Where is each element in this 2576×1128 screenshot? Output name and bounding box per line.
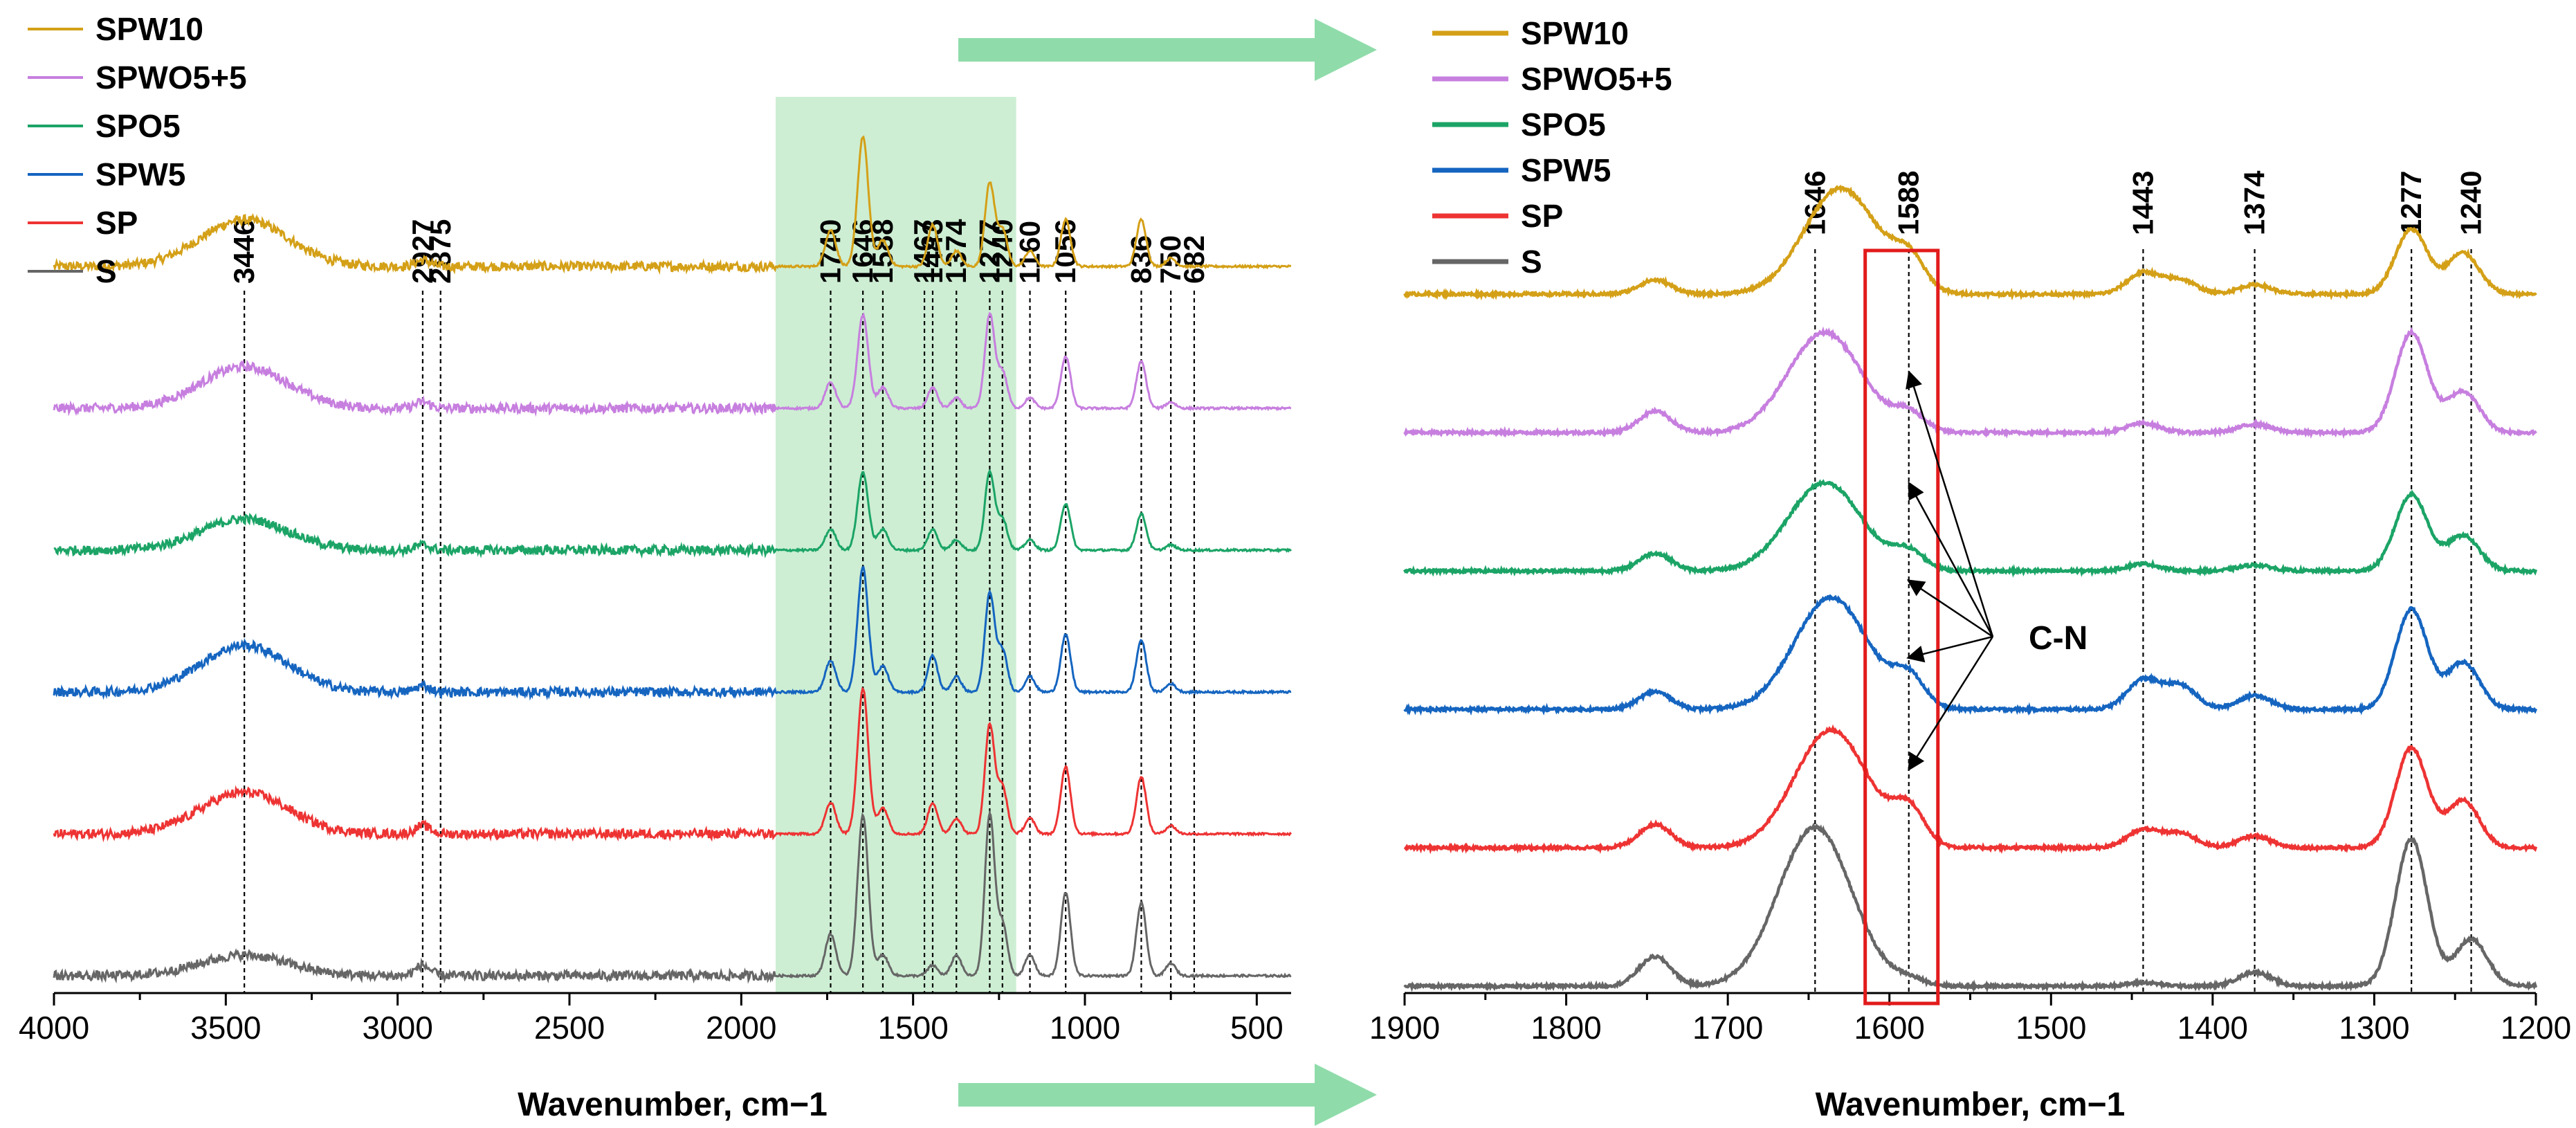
c-n-arrow-5 (1908, 636, 1994, 772)
spectrum-sp (1403, 724, 2538, 855)
c-n-arrow-4 (1906, 635, 1993, 663)
peak-label-1240: 1240 (986, 219, 1018, 284)
tick-label-1800: 1800 (1531, 1010, 1601, 1046)
tick-label-1600: 1600 (1854, 1010, 1925, 1046)
spectrum-spw10 (53, 135, 1291, 275)
tick-label-500: 500 (1230, 1010, 1284, 1046)
legend-label-spo5: SPO5 (95, 108, 181, 144)
tick-label-1700: 1700 (1692, 1010, 1763, 1046)
peak-label-3446: 3446 (228, 219, 260, 284)
spectrum-spwo5+5 (53, 311, 1292, 417)
tick-label-4000: 4000 (19, 1010, 89, 1046)
tick-label-3500: 3500 (190, 1010, 261, 1046)
legend-label-spw10: SPW10 (95, 11, 203, 47)
right-panel: 1646 1588 1443 1374 1277 1240 1900 1800 1700 1600… (1369, 15, 2571, 1123)
peak-label-1056: 1056 (1049, 219, 1081, 284)
c-n-arrow-2 (1908, 481, 1994, 637)
tick-label-2500: 2500 (534, 1010, 605, 1046)
legend-label-spo5: SPO5 (1521, 107, 1606, 143)
tick-label-1300: 1300 (2339, 1010, 2409, 1046)
tick-label-1000: 1000 (1050, 1010, 1120, 1046)
tick-label-1500: 1500 (2016, 1010, 2086, 1046)
peak-label-1443: 1443 (2126, 171, 2159, 235)
peak-label-1740: 1740 (814, 219, 846, 284)
zoom-arrows (958, 19, 1377, 1126)
peak-label-836: 836 (1124, 235, 1157, 284)
spectrum-spw5 (1403, 594, 2538, 716)
x-axis-title: Wavenumber, cm−1 (518, 1086, 828, 1123)
legend-label-spw5: SPW5 (1521, 152, 1611, 188)
c-n-arrow-1 (1906, 370, 1994, 637)
spectrum-spo5 (1403, 479, 2538, 578)
tick-label-3000: 3000 (362, 1010, 432, 1046)
zoom-arrow-top-shaft (958, 38, 1315, 62)
peak-label-2927: 2927 (406, 219, 439, 284)
peak-label-1277: 1277 (2395, 171, 2427, 235)
spectrum-s (1403, 822, 2538, 993)
tick-label-2000: 2000 (706, 1010, 776, 1046)
peak-label-1443: 1443 (916, 219, 949, 284)
peak-label-1374: 1374 (2238, 170, 2271, 235)
spectrum-spw5 (53, 565, 1292, 701)
zoom-arrow-bottom-head (1315, 1064, 1377, 1126)
spectrum-spwo5+5 (1403, 326, 2537, 439)
spectrum-s (53, 810, 1292, 984)
legend-label-spwo5+5: SPWO5+5 (1521, 61, 1672, 97)
peak-label-750: 750 (1154, 235, 1187, 284)
zoom-arrow-top-head (1315, 19, 1377, 81)
spectrum-spw10 (1403, 184, 2537, 301)
peak-label-1646: 1646 (1798, 171, 1831, 235)
legend-label-sp: SP (1521, 198, 1563, 234)
tick-label-1200: 1200 (2501, 1010, 2571, 1046)
spectrum-spo5 (53, 469, 1292, 559)
peak-label-1588: 1588 (1892, 171, 1925, 235)
legend-label-s: S (95, 253, 117, 289)
spectrum-sp (53, 686, 1292, 843)
legend-label-sp: SP (95, 205, 138, 241)
zoom-highlight-band (776, 97, 1016, 993)
peak-label-1240: 1240 (2455, 171, 2487, 235)
c-n-arrow-3 (1906, 579, 1993, 638)
legend-label-spwo5+5: SPWO5+5 (95, 60, 247, 95)
c-n-highlight-box (1863, 248, 1940, 1006)
peak-label-682: 682 (1178, 235, 1210, 284)
zoom-arrow-bottom-shaft (958, 1083, 1315, 1107)
tick-label-1400: 1400 (2177, 1010, 2248, 1046)
legend-label-spw5: SPW5 (95, 156, 185, 192)
peak-label-1277: 1277 (973, 219, 1005, 284)
legend-label-s: S (1521, 244, 1542, 280)
c-n-annotation: C-N (2029, 620, 2088, 657)
tick-label-1900: 1900 (1369, 1010, 1440, 1046)
legend-label-spw10: SPW10 (1521, 15, 1629, 51)
peak-label-2875: 2875 (424, 219, 457, 284)
tick-label-1500: 1500 (877, 1010, 948, 1046)
x-axis-title: Wavenumber, cm−1 (1816, 1086, 2126, 1123)
